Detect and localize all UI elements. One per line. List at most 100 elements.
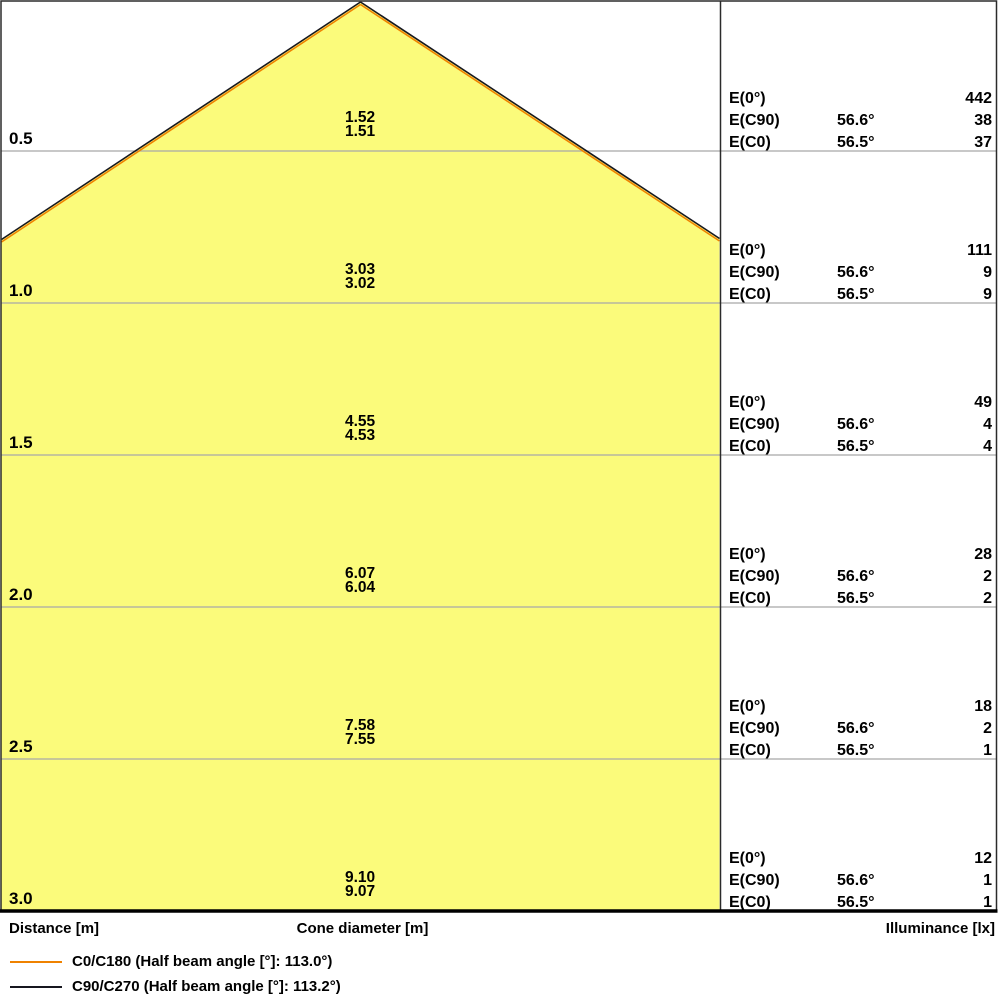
- illuminance-label: E(0°): [729, 90, 766, 107]
- illuminance-value: 49: [974, 394, 992, 411]
- illuminance-label: E(C0): [729, 894, 771, 911]
- illuminance-value: 12: [974, 850, 992, 867]
- illuminance-table: E(0°) 28 E(C90) 56.6° 2 E(C0) 56.5° 2: [729, 544, 992, 610]
- illuminance-value: 38: [974, 112, 992, 129]
- illuminance-value: 2: [983, 568, 992, 585]
- cone-diameter-c90: 1.52: [345, 109, 376, 126]
- beam-angle-value: 56.6°: [837, 416, 875, 433]
- illuminance-label: E(C90): [729, 568, 780, 585]
- illuminance-label: E(C0): [729, 438, 771, 455]
- illuminance-label: E(C0): [729, 742, 771, 759]
- beam-angle-value: [837, 544, 915, 566]
- cone-diameter-values: 4.55 4.53: [345, 413, 376, 444]
- beam-angle-value: 56.5°: [837, 894, 875, 911]
- beam-angle-value: 56.5°: [837, 590, 875, 607]
- illuminance-label: E(C90): [729, 112, 780, 129]
- illuminance-label: E(0°): [729, 850, 766, 867]
- illuminance-row: E(0°) 49: [729, 392, 992, 414]
- illuminance-label: E(C0): [729, 286, 771, 303]
- illuminance-row: E(C90) 56.6° 4: [729, 414, 992, 436]
- illuminance-label: E(C90): [729, 872, 780, 889]
- illuminance-table: E(0°) 18 E(C90) 56.6° 2 E(C0) 56.5° 1: [729, 696, 992, 762]
- legend-label: C90/C270 (Half beam angle [°]: 113.2°): [72, 978, 341, 995]
- distance-tick-label: 2.0: [9, 585, 33, 604]
- illuminance-row: E(C90) 56.6° 2: [729, 566, 992, 588]
- illuminance-row: E(0°) 18: [729, 696, 992, 718]
- illuminance-label: E(0°): [729, 242, 766, 259]
- illuminance-value: 9: [983, 264, 992, 281]
- legend-line-orange-icon: [10, 961, 62, 963]
- cone-diameter-c90: 9.10: [345, 869, 376, 886]
- axis-label-cone-diameter: Cone diameter [m]: [296, 920, 429, 937]
- cone-diameter-c90: 7.58: [345, 717, 376, 734]
- illuminance-value: 4: [983, 438, 992, 455]
- cone-diameter-values: 1.52 1.51: [345, 109, 376, 140]
- cone-diameter-values: 7.58 7.55: [345, 717, 376, 748]
- illuminance-row: E(0°) 12: [729, 848, 992, 870]
- illuminance-label: E(C0): [729, 134, 771, 151]
- cone-diameter-values: 3.03 3.02: [345, 261, 376, 292]
- beam-angle-value: 56.6°: [837, 264, 875, 281]
- cone-edge-c0-c180: [1, 3, 720, 243]
- beam-angle-value: [837, 696, 915, 718]
- beam-angle-value: 56.5°: [837, 134, 875, 151]
- illuminance-value: 111: [967, 242, 992, 259]
- illuminance-value: 37: [974, 134, 992, 151]
- illuminance-row: E(C0) 56.5° 9: [729, 284, 992, 306]
- illuminance-label: E(C90): [729, 720, 780, 737]
- cone-diameter-c90: 4.55: [345, 413, 376, 430]
- illuminance-row: E(C0) 56.5° 37: [729, 132, 992, 154]
- cone-diameter-c0: 9.07: [345, 883, 376, 900]
- illuminance-value: 1: [983, 894, 992, 911]
- beam-angle-value: 56.5°: [837, 742, 875, 759]
- cone-diameter-values: 6.07 6.04: [345, 566, 376, 596]
- illuminance-label: E(0°): [729, 394, 766, 411]
- illuminance-row: E(C0) 56.5° 4: [729, 436, 992, 458]
- illuminance-label: E(0°): [729, 698, 766, 715]
- illuminance-label: E(0°): [729, 546, 766, 563]
- light-cone-fill: [1, 2, 720, 910]
- cone-edge-c90-c270: [1, 1, 720, 241]
- distance-tick-label: 3.0: [9, 889, 33, 908]
- illuminance-row: E(C90) 56.6° 9: [729, 262, 992, 284]
- distance-tick-label: 2.5: [9, 737, 33, 756]
- cone-diameter-c0: 3.02: [345, 275, 376, 292]
- distance-tick-label: 1.0: [9, 281, 33, 300]
- distance-tick-label: 0.5: [9, 129, 33, 148]
- cone-diameter-values: 9.10 9.07: [345, 869, 376, 900]
- legend-label: C0/C180 (Half beam angle [°]: 113.0°): [72, 953, 333, 970]
- beam-angle-value: [837, 848, 915, 870]
- legend-item-c0-c180: C0/C180 (Half beam angle [°]: 113.0°): [0, 954, 600, 974]
- illuminance-value: 442: [965, 90, 992, 107]
- illuminance-table: E(0°) 12 E(C90) 56.6° 1 E(C0) 56.5° 1: [729, 848, 992, 914]
- cone-diameter-c0: 6.04: [345, 579, 376, 596]
- distance-tick-label: 1.5: [9, 433, 33, 452]
- illuminance-value: 4: [983, 416, 992, 433]
- illuminance-table: E(0°) 49 E(C90) 56.6° 4 E(C0) 56.5° 4: [729, 392, 992, 458]
- illuminance-row: E(C90) 56.6° 38: [729, 110, 992, 132]
- beam-angle-value: 56.5°: [837, 438, 875, 455]
- cone-chart-canvas: [0, 0, 998, 913]
- axis-label-illuminance: Illuminance [lx]: [885, 920, 995, 937]
- cone-diameter-c0: 1.51: [345, 123, 376, 140]
- illuminance-value: 1: [983, 872, 992, 889]
- illuminance-label: E(C0): [729, 590, 771, 607]
- illuminance-label: E(C90): [729, 416, 780, 433]
- illuminance-value: 2: [983, 720, 992, 737]
- illuminance-value: 18: [974, 698, 992, 715]
- illuminance-row: E(C0) 56.5° 1: [729, 892, 992, 914]
- beam-angle-value: 56.6°: [837, 568, 875, 585]
- illuminance-row: E(0°) 28: [729, 544, 992, 566]
- distance-gridlines: [1, 150, 997, 760]
- cone-diameter-c90: 3.03: [345, 261, 376, 278]
- illuminance-row: E(C90) 56.6° 2: [729, 718, 992, 740]
- illuminance-table: E(0°) 111 E(C90) 56.6° 9 E(C0) 56.5° 9: [729, 240, 992, 306]
- beam-angle-value: 56.5°: [837, 286, 875, 303]
- illuminance-label: E(C90): [729, 264, 780, 281]
- illuminance-value: 2: [983, 590, 992, 607]
- beam-angle-value: [837, 88, 915, 110]
- beam-angle-value: [837, 240, 915, 262]
- cone-diameter-c0: 4.53: [345, 427, 376, 444]
- illuminance-row: E(C90) 56.6° 1: [729, 870, 992, 892]
